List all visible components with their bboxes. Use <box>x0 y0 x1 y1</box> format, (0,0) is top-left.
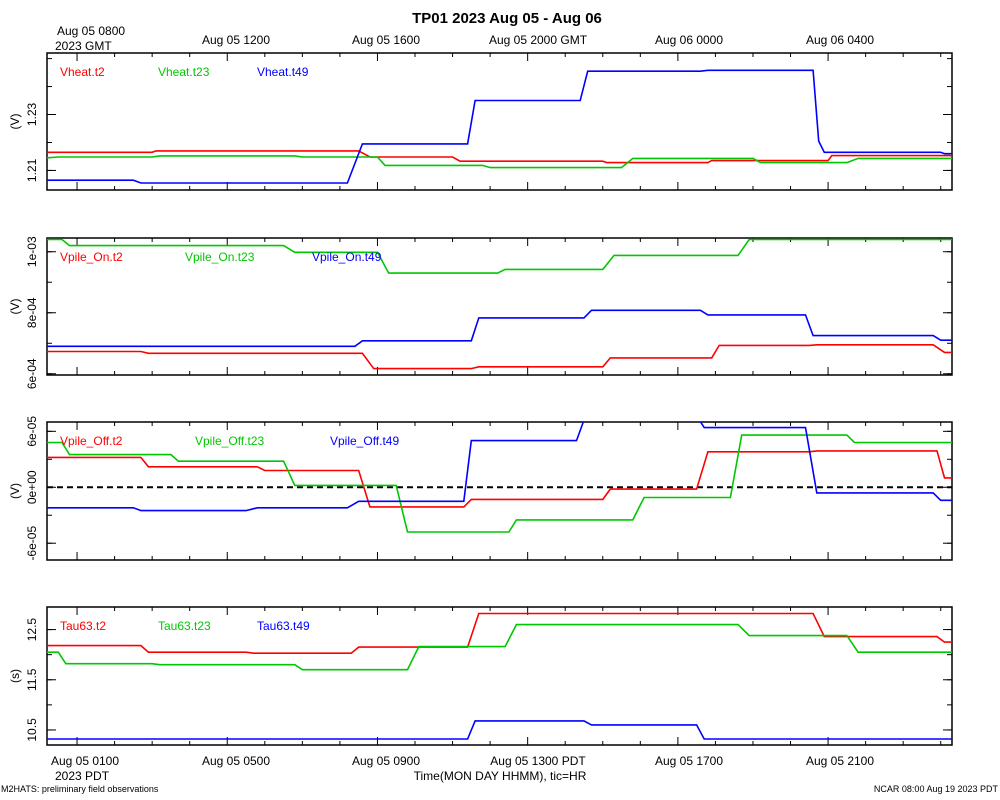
legend-entry-t2: Vheat.t2 <box>60 65 105 79</box>
bottom-axis-label: Aug 05 1700 <box>655 754 723 768</box>
chart-title: TP01 2023 Aug 05 - Aug 06 <box>412 10 602 27</box>
panel-3: -6e-05 0e+00 6e-05 (V) Vpile_Off.t2 Vpile_Off… <box>8 416 953 561</box>
chart-panels: 1.211.23(V)Vheat.t2 Vheat.t23 Vheat.t496e-… <box>8 52 953 746</box>
series-line-t23 <box>47 623 952 671</box>
bottom-axis-label: Aug 05 2100 <box>806 754 874 768</box>
y-tick-label: 8e-04 <box>25 297 39 328</box>
top-axis-label: Aug 06 0000 <box>655 33 723 47</box>
panel-2: 6e-04 8e-04 1e-03 (V) Vpile_On.t2 Vpile_On.t2… <box>8 236 953 389</box>
y-axis-label: (V) <box>8 114 22 130</box>
bottom-axis-year-label: 2023 PDT <box>55 769 110 783</box>
legend-entry-t23: Tau63.t23 <box>158 619 211 633</box>
y-axis-label: (s) <box>8 669 22 683</box>
top-axis-label: Aug 06 0400 <box>806 33 874 47</box>
bottom-axis-label: Aug 05 0100 <box>51 754 119 768</box>
series-line-t2 <box>47 450 952 508</box>
legend-entry-t2: Vpile_Off.t2 <box>60 434 123 448</box>
series-line-t49 <box>47 309 952 348</box>
panel-4: 10.5 11.5 12.5 (s) Tau63.t2 Tau63.t23 Tau63.t4… <box>8 606 953 746</box>
legend-entry-t49: Vheat.t49 <box>257 65 309 79</box>
y-tick-label: 6e-04 <box>25 358 39 389</box>
y-tick-label: 1.23 <box>25 103 39 127</box>
legend-entry-t49: Vpile_Off.t49 <box>330 434 399 448</box>
y-tick-label: 1e-03 <box>25 236 39 267</box>
y-tick-label: 12.5 <box>25 618 39 642</box>
legend-entry-t23: Vpile_On.t23 <box>185 250 255 264</box>
panel-frame <box>46 52 953 191</box>
series-line-t23 <box>47 238 952 274</box>
panel-frame <box>46 606 953 746</box>
y-tick-label: 1.21 <box>25 158 39 182</box>
series-line-t49 <box>47 69 952 184</box>
series-line-t49 <box>47 422 952 512</box>
y-tick-label: 10.5 <box>25 718 39 742</box>
y-axis-label: (V) <box>8 299 22 315</box>
top-axis-label: Aug 05 1600 <box>352 33 420 47</box>
bottom-axis-label: Aug 05 0500 <box>202 754 270 768</box>
y-axis-label: (V) <box>8 483 22 499</box>
legend-entry-t49: Vpile_On.t49 <box>312 250 382 264</box>
y-tick-label: 6e-05 <box>25 416 39 447</box>
series-line-t2 <box>47 344 952 370</box>
bottom-axis-labels: Aug 05 0100 Aug 05 0500 Aug 05 0900 Aug 05 … <box>51 754 874 768</box>
y-tick-label: 0e+00 <box>25 470 39 504</box>
series-line-t23 <box>47 434 952 533</box>
y-tick-label: -6e-05 <box>25 526 39 561</box>
panel-frame <box>46 237 953 376</box>
top-axis-first-label: Aug 05 0800 <box>57 24 125 38</box>
bottom-axis-label: Aug 05 1300 PDT <box>490 754 586 768</box>
top-axis-label: Aug 05 2000 GMT <box>489 33 588 47</box>
legend-entry-t23: Vpile_Off.t23 <box>195 434 264 448</box>
footer-left: M2HATS: preliminary field observations <box>1 784 159 794</box>
legend-entry-t2: Vpile_On.t2 <box>60 250 123 264</box>
series-line-t2 <box>47 612 952 654</box>
y-tick-label: 11.5 <box>25 668 39 691</box>
panel-1: 1.21 1.23(V) Vheat.t2 Vheat.t23 Vheat.t49 <box>8 52 953 191</box>
series-line-t2 <box>47 150 952 164</box>
legend-entry-t2: Tau63.t2 <box>60 619 106 633</box>
panel-frame <box>46 421 953 561</box>
top-axis-label: Aug 05 1200 <box>202 33 270 47</box>
bottom-axis-title: Time(MON DAY HHMM), tic=HR <box>414 769 587 783</box>
series-line-t49 <box>47 720 952 740</box>
bottom-axis-label: Aug 05 0900 <box>352 754 420 768</box>
top-axis-first-sublabel: 2023 GMT <box>55 39 112 53</box>
top-axis-labels: Aug 05 1200 Aug 05 1600 Aug 05 2000 GMT Aug… <box>202 33 874 47</box>
legend-entry-t23: Vheat.t23 <box>158 65 210 79</box>
legend-entry-t49: Tau63.t49 <box>257 619 310 633</box>
series-line-t23 <box>47 155 952 169</box>
footer-right: NCAR 08:00 Aug 19 2023 PDT <box>874 784 999 794</box>
